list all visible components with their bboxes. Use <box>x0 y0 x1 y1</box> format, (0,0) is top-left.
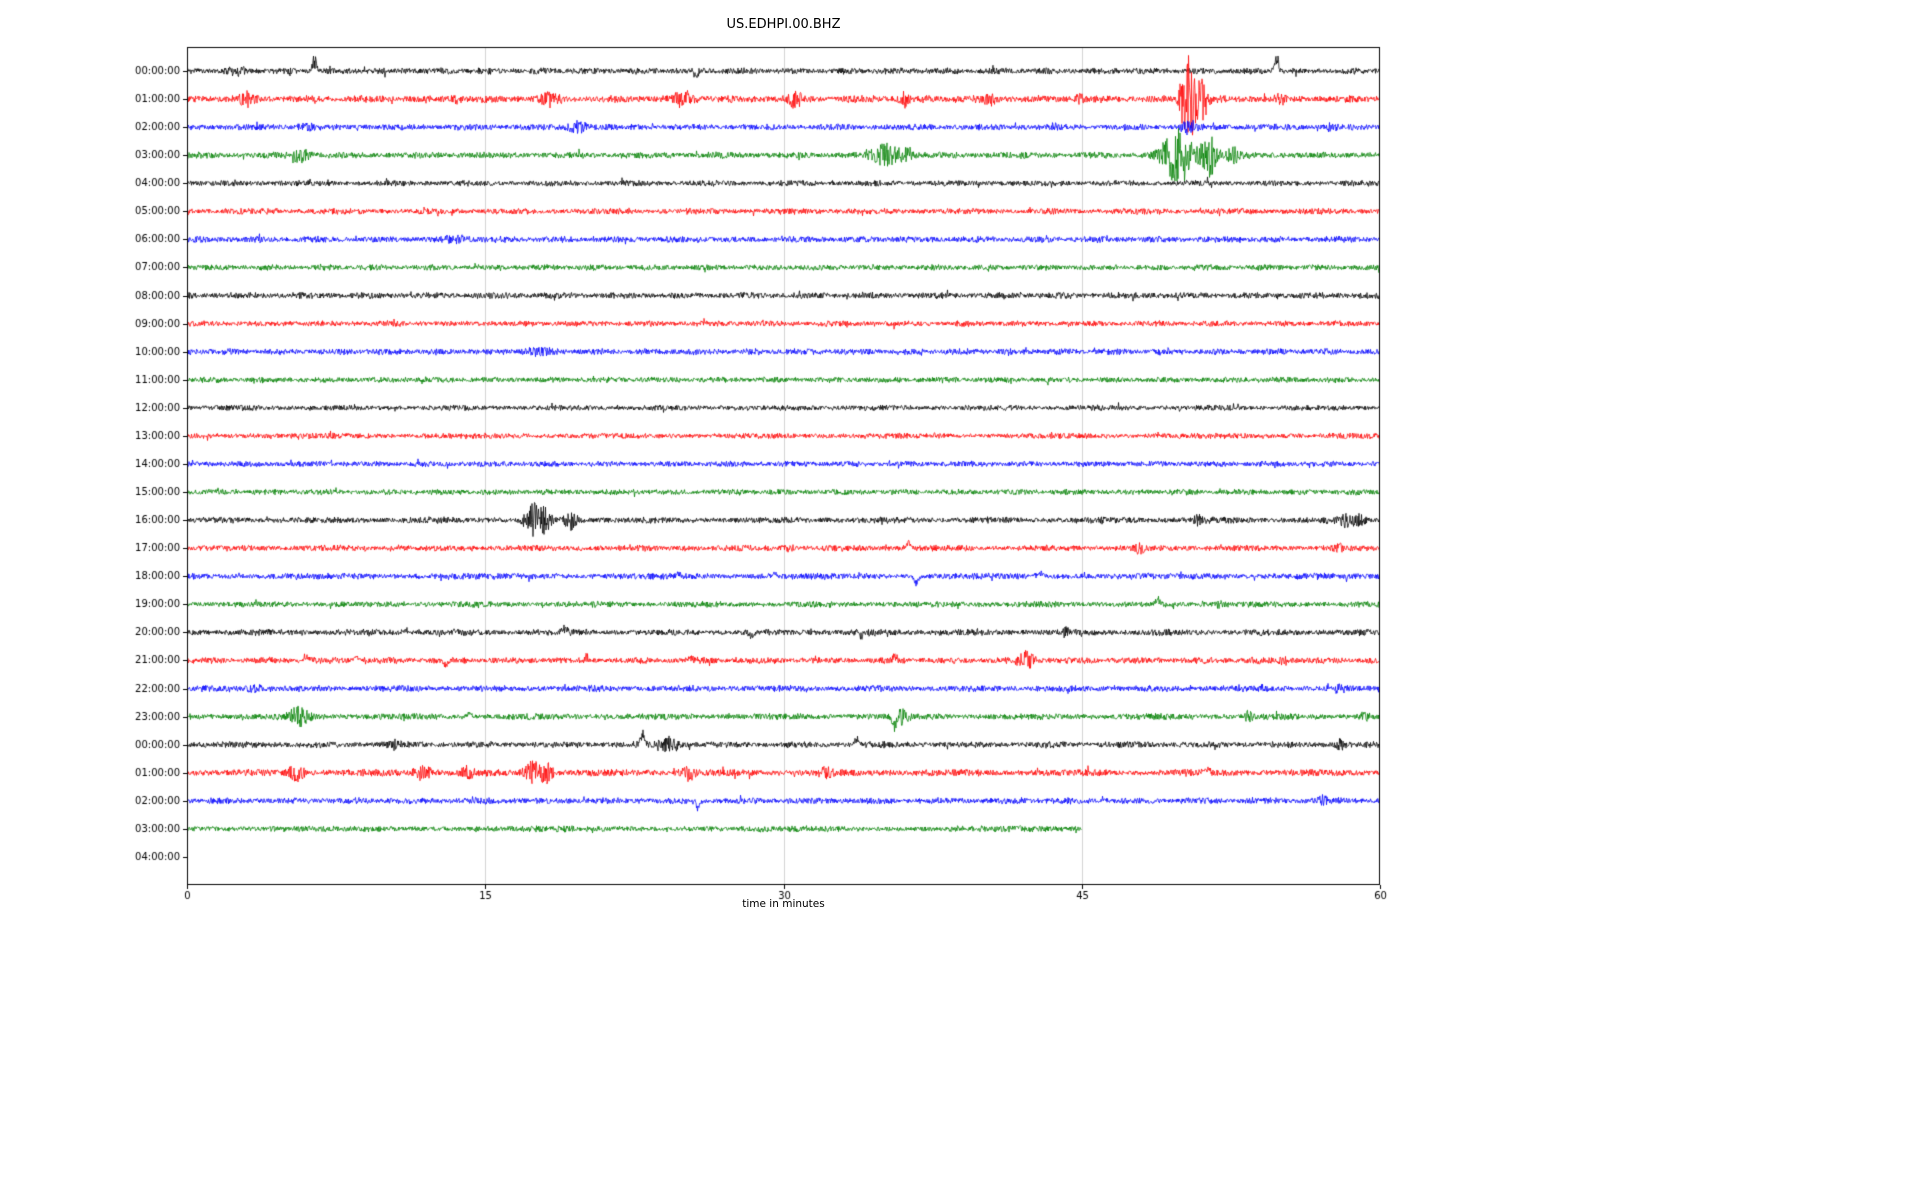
x-axis-label: time in minutes <box>742 898 825 910</box>
